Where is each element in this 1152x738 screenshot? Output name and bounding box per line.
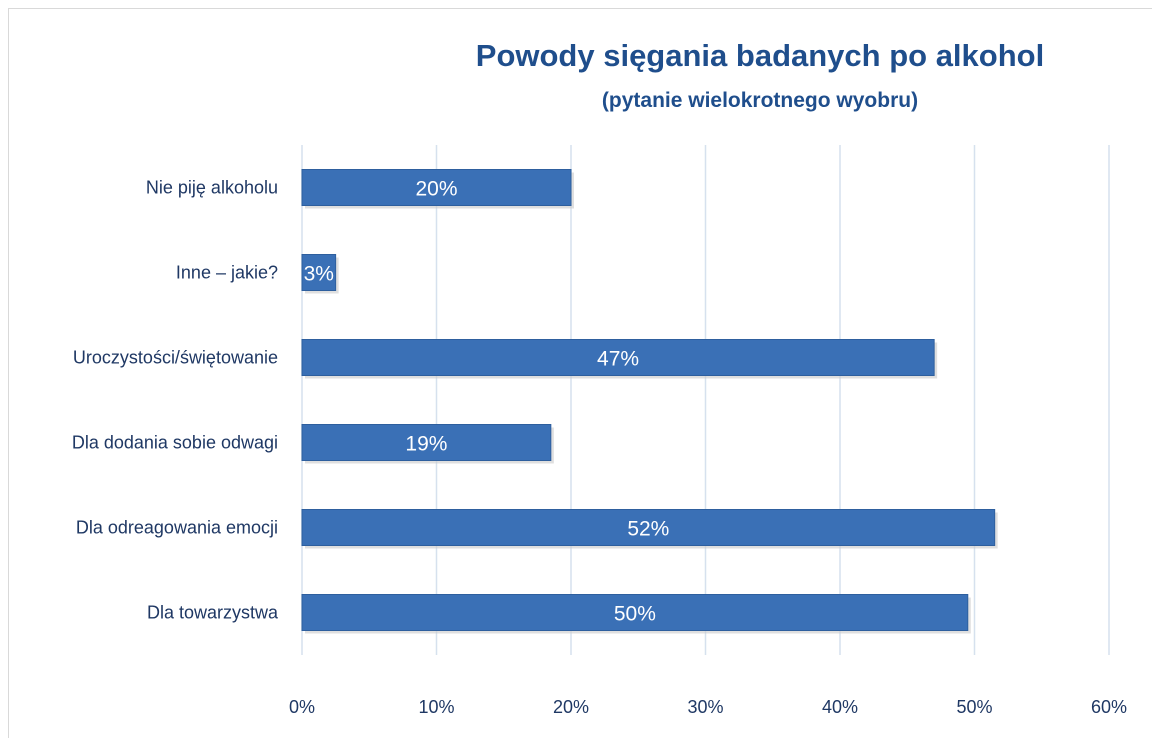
chart-title: Powody sięgania badanych po alkohol bbox=[475, 38, 1045, 73]
bar bbox=[301, 509, 996, 546]
x-tick-label: 40% bbox=[822, 697, 858, 717]
category-label: Dla odreagowania emocji bbox=[76, 518, 278, 538]
category-labels: Nie piję alkoholu Inne – jakie? Uroczystoś… bbox=[72, 178, 279, 623]
chart-frame bbox=[8, 8, 1152, 738]
data-label: 52% bbox=[627, 518, 669, 541]
x-tick-label: 30% bbox=[687, 697, 723, 717]
category-label: Dla dodania sobie odwagi bbox=[72, 433, 278, 453]
category-label: Nie piję alkoholu bbox=[146, 178, 278, 198]
x-axis-tick-labels: 0% 10% 20% 30% 40% 50% 60% bbox=[289, 697, 1127, 717]
gridlines bbox=[301, 145, 1110, 655]
data-label: 50% bbox=[614, 603, 656, 626]
data-label: 20% bbox=[415, 178, 457, 201]
bar bbox=[301, 169, 572, 206]
data-label: 19% bbox=[405, 433, 447, 456]
category-label: Inne – jakie? bbox=[176, 263, 278, 283]
category-label: Dla towarzystwa bbox=[147, 603, 279, 623]
x-tick-label: 20% bbox=[553, 697, 589, 717]
bars: 20% 3% 47% 19% 52% 50% bbox=[301, 169, 998, 634]
x-tick-label: 60% bbox=[1091, 697, 1127, 717]
bar bbox=[301, 339, 935, 376]
data-label: 3% bbox=[304, 263, 334, 286]
bar bbox=[301, 254, 337, 291]
bar bbox=[301, 424, 552, 461]
data-label: 47% bbox=[597, 348, 639, 371]
bar bbox=[301, 594, 969, 631]
x-tick-label: 50% bbox=[956, 697, 992, 717]
x-tick-label: 0% bbox=[289, 697, 315, 717]
x-tick-label: 10% bbox=[418, 697, 454, 717]
chart-subtitle: (pytanie wielokrotnego wyobru) bbox=[601, 89, 919, 112]
category-label: Uroczystości/świętowanie bbox=[73, 348, 278, 368]
